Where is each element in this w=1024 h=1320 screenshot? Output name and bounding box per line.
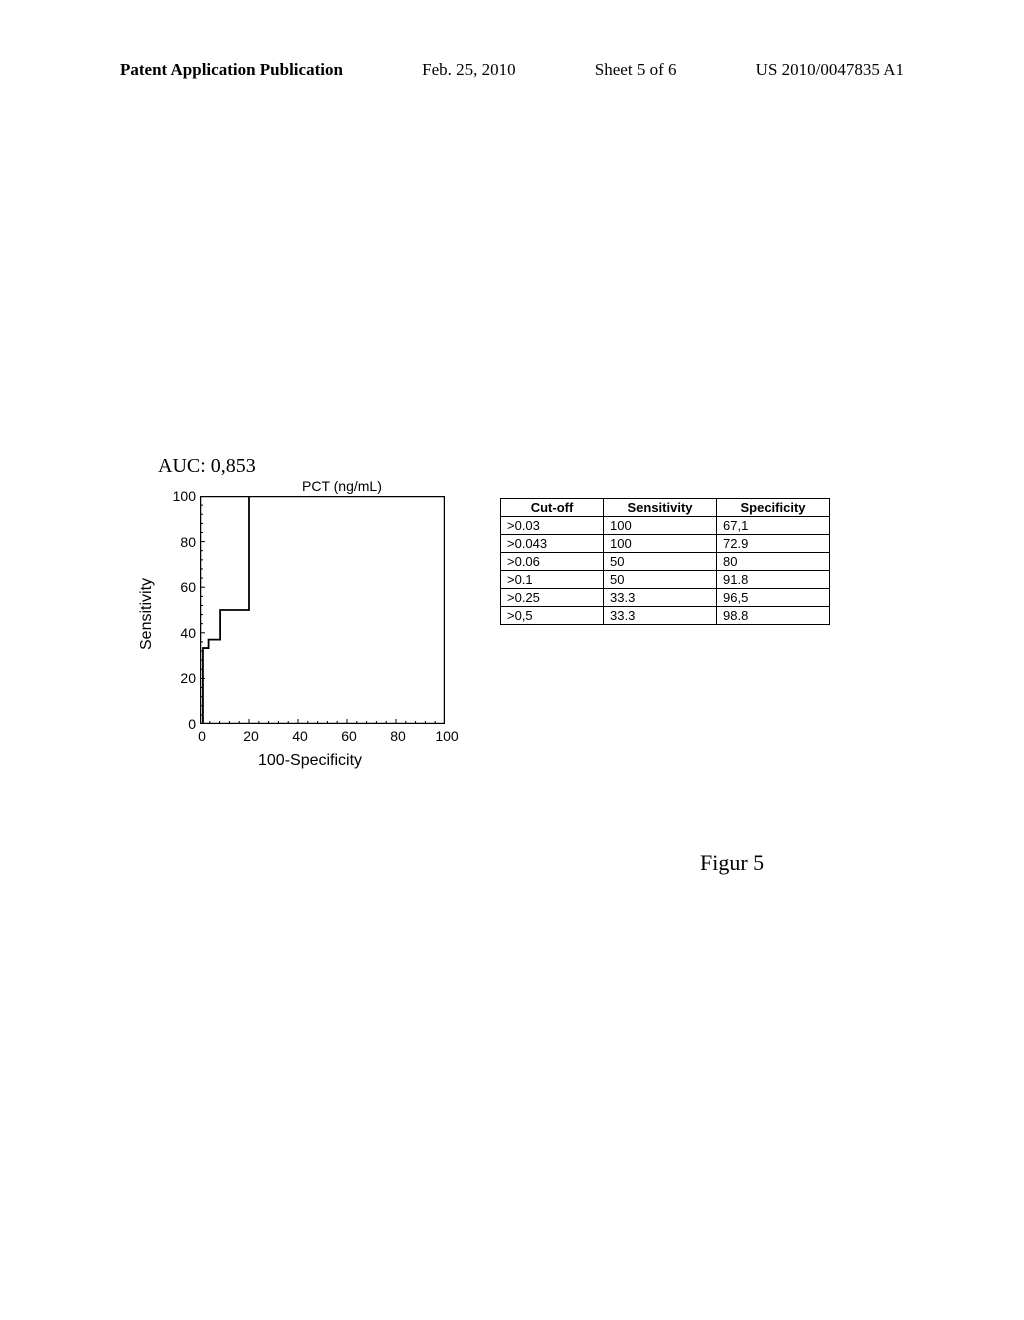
table-row: >0.0310067,1: [501, 517, 830, 535]
table-header-cell: Sensitivity: [604, 499, 717, 517]
table-cell: >0.03: [501, 517, 604, 535]
page-header: Patent Application Publication Feb. 25, …: [0, 60, 1024, 80]
table-cell: 98.8: [717, 607, 830, 625]
table-row: >0,533.398.8: [501, 607, 830, 625]
table-cell: >0,5: [501, 607, 604, 625]
table-cell: >0.06: [501, 553, 604, 571]
table-cell: >0.25: [501, 589, 604, 607]
publication-date: Feb. 25, 2010: [422, 60, 516, 80]
table-cell: 100: [604, 535, 717, 553]
table-cell: 50: [604, 553, 717, 571]
y-tick-label: 60: [172, 579, 196, 595]
table-cell: 50: [604, 571, 717, 589]
table-cell: >0.043: [501, 535, 604, 553]
table-cell: 80: [717, 553, 830, 571]
roc-chart: [200, 496, 445, 724]
x-axis-label: 100-Specificity: [258, 752, 362, 770]
table-cell: >0.1: [501, 571, 604, 589]
y-tick-label: 40: [172, 625, 196, 641]
x-tick-label: 80: [386, 728, 410, 744]
table-body: >0.0310067,1>0.04310072.9>0.065080>0.150…: [501, 517, 830, 625]
roc-chart-svg: [200, 496, 445, 724]
y-tick-label: 20: [172, 670, 196, 686]
table-cell: 33.3: [604, 589, 717, 607]
auc-label: AUC: 0,853: [158, 455, 256, 478]
table-header-cell: Cut-off: [501, 499, 604, 517]
y-tick-label: 100: [172, 488, 196, 504]
table-cell: 72.9: [717, 535, 830, 553]
x-tick-label: 0: [190, 728, 214, 744]
table-row: >0.2533.396,5: [501, 589, 830, 607]
cutoff-table: Cut-offSensitivitySpecificity >0.0310067…: [500, 498, 830, 625]
x-tick-label: 20: [239, 728, 263, 744]
figure-label: Figur 5: [700, 850, 764, 876]
table-header-cell: Specificity: [717, 499, 830, 517]
sheet-number: Sheet 5 of 6: [595, 60, 677, 80]
table-header-row: Cut-offSensitivitySpecificity: [501, 499, 830, 517]
publication-label: Patent Application Publication: [120, 60, 343, 80]
table-row: >0.04310072.9: [501, 535, 830, 553]
table-row: >0.15091.8: [501, 571, 830, 589]
table-cell: 96,5: [717, 589, 830, 607]
x-tick-label: 100: [435, 728, 459, 744]
table-cell: 67,1: [717, 517, 830, 535]
table-cell: 33.3: [604, 607, 717, 625]
table-row: >0.065080: [501, 553, 830, 571]
table-cell: 91.8: [717, 571, 830, 589]
y-tick-label: 80: [172, 534, 196, 550]
table-cell: 100: [604, 517, 717, 535]
y-axis-label: Sensitivity: [138, 578, 156, 650]
x-tick-label: 60: [337, 728, 361, 744]
document-number: US 2010/0047835 A1: [756, 60, 904, 80]
chart-title: PCT (ng/mL): [302, 478, 382, 494]
x-tick-label: 40: [288, 728, 312, 744]
